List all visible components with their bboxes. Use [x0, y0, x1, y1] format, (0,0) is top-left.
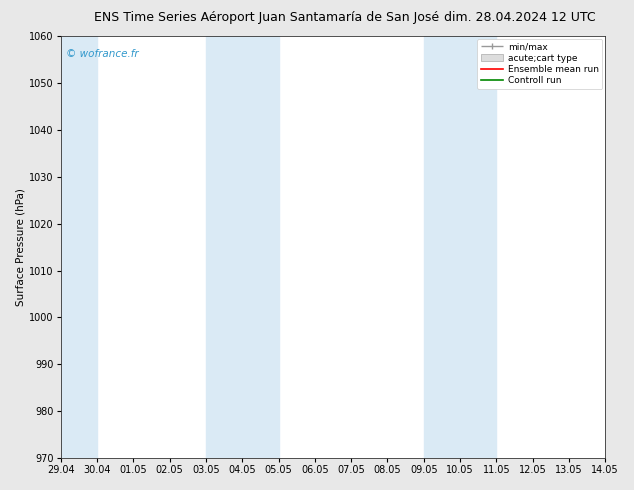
- Bar: [424, 36, 496, 458]
- Bar: [61, 36, 97, 458]
- Text: dim. 28.04.2024 12 UTC: dim. 28.04.2024 12 UTC: [444, 11, 596, 24]
- Bar: [206, 36, 278, 458]
- Text: ENS Time Series Aéroport Juan Santamaría de San José: ENS Time Series Aéroport Juan Santamaría…: [94, 11, 439, 24]
- Text: © wofrance.fr: © wofrance.fr: [66, 49, 139, 59]
- Y-axis label: Surface Pressure (hPa): Surface Pressure (hPa): [15, 188, 25, 306]
- Legend: min/max, acute;cart type, Ensemble mean run, Controll run: min/max, acute;cart type, Ensemble mean …: [477, 39, 602, 89]
